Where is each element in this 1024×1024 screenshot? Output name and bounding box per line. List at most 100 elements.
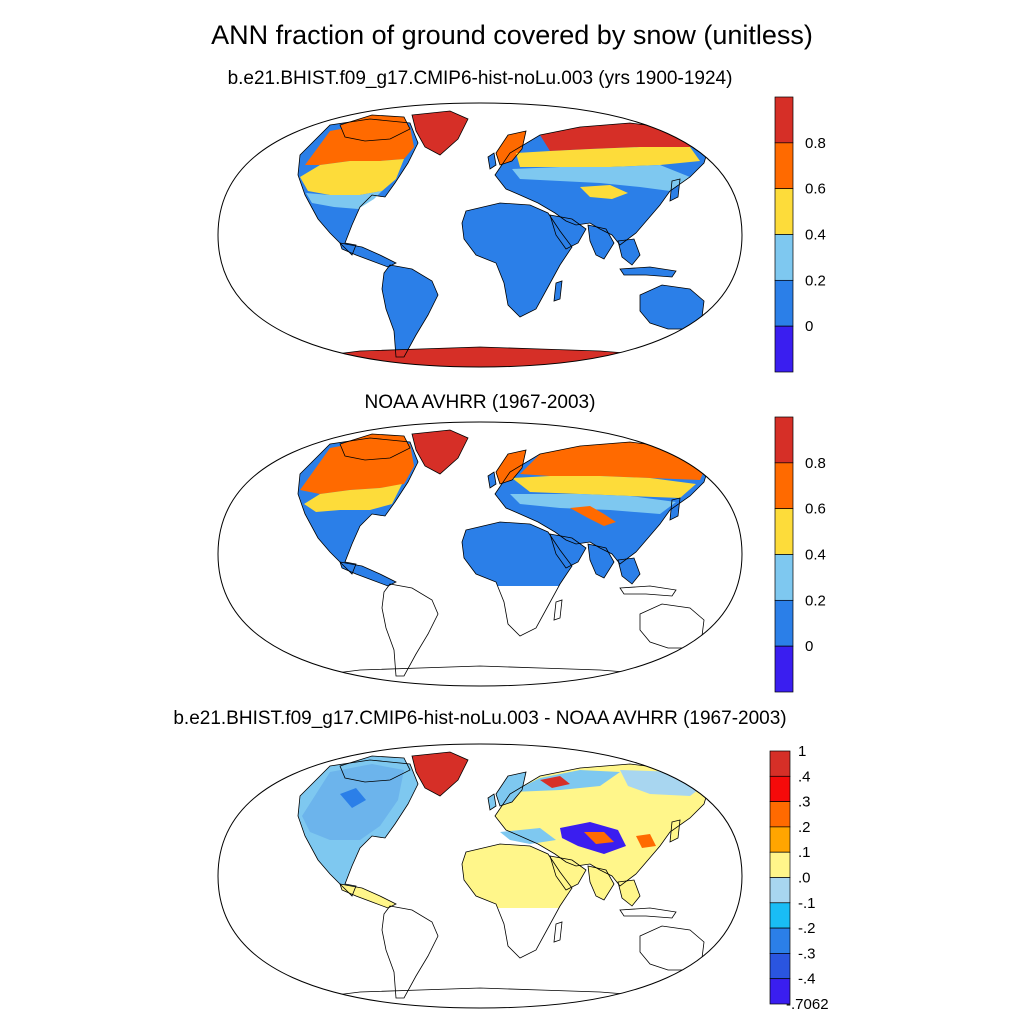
snow-field-4 [540, 776, 570, 788]
panel-3-map [217, 743, 743, 1009]
coastline-madagascar [553, 599, 563, 621]
coastline-scandinavia [495, 771, 527, 807]
coastline-japan [669, 178, 681, 202]
panel-1-map [217, 102, 743, 368]
colorbar-label: .4 [798, 768, 811, 785]
coastline-southAmerica [381, 264, 439, 358]
colorbar-label: 0.6 [805, 181, 826, 198]
colorbar-label: -.3 [798, 945, 816, 962]
colorbar-label: 0.4 [805, 227, 826, 244]
snow-field-1 [300, 159, 404, 195]
panel-3-title: b.e21.BHIST.f09_g17.CMIP6-hist-noLu.003 … [173, 708, 787, 729]
map-content [218, 422, 742, 686]
coastline-scandinavia [495, 130, 527, 166]
coastline-indonesia [619, 266, 677, 278]
snow-field-6 [584, 832, 614, 844]
land-greenland [412, 752, 468, 796]
land-indonesia [620, 267, 676, 277]
figure-title: ANN fraction of ground covered by snow (… [211, 20, 813, 50]
colorbar-swatch [774, 279, 794, 327]
land-seAsia [618, 880, 640, 906]
colorbar-swatch [774, 325, 794, 373]
colorbar-swatch [774, 554, 794, 601]
land-arabia [550, 215, 586, 249]
coastline-northAmerica [297, 437, 419, 575]
land-seAsia [618, 239, 640, 265]
snow-field-4 [510, 494, 676, 514]
colorbar-swatch [769, 801, 791, 828]
colorbar-label: 1 [798, 743, 806, 760]
coastline-canadaArch [339, 114, 411, 142]
colorbar-swatch [774, 234, 794, 281]
coastline-africa [461, 843, 573, 959]
coastline-centralAmerica [339, 883, 397, 909]
coastline-india [587, 865, 615, 901]
coastline-seAsia [617, 557, 641, 585]
map-border [217, 102, 743, 368]
coastline-indonesia [619, 585, 677, 597]
snow-field-6 [580, 185, 628, 199]
coastline-southAmerica [381, 583, 439, 677]
coastline-scandinavia [495, 449, 527, 485]
panel-1-title: b.e21.BHIST.f09_g17.CMIP6-hist-noLu.003 … [227, 68, 733, 89]
colorbar-label: .3 [798, 794, 811, 811]
land-greenland [412, 111, 468, 155]
colorbar-swatch [769, 978, 791, 1005]
colorbar-swatch [769, 877, 791, 904]
land-australia [640, 285, 704, 329]
snow-field-1 [304, 484, 402, 512]
coastline-greenland [411, 751, 469, 797]
land-arabia [550, 856, 586, 890]
coastline-greenland [411, 110, 469, 156]
colorbar-swatch [774, 599, 794, 647]
land-europeAsia [495, 764, 710, 886]
panel-2-colorbar: 0.8 0.6 0.4 0.2 0 [774, 416, 826, 693]
land-japan [670, 820, 680, 842]
land-seAsia [618, 558, 640, 584]
colorbar-label: 0 [805, 318, 813, 335]
coastline-seAsia [617, 879, 641, 907]
coastline-africa [461, 202, 573, 318]
coastline-newZealand [713, 961, 723, 983]
coastline-arabia [549, 855, 587, 891]
no-data-region [218, 908, 742, 1008]
colorbar-label: 0.2 [805, 272, 826, 289]
coastline-britain [487, 471, 497, 489]
colorbar-label: 0 [805, 638, 813, 655]
coastline-newZealand [713, 639, 723, 661]
colorbar-label: 0.8 [805, 135, 826, 152]
land-southAmerica [382, 265, 438, 357]
no-data-region [218, 586, 742, 686]
coastline-europeAsia [494, 763, 711, 887]
coastline-greenland [411, 429, 469, 475]
map-border [217, 743, 743, 1009]
colorbar-swatch [769, 953, 791, 980]
coastline-seAsia [617, 238, 641, 266]
snow-field-4 [516, 147, 700, 167]
coastline-india [587, 224, 615, 260]
snow-field-7 [636, 834, 656, 848]
coastline-centralAmerica [339, 561, 397, 587]
coastline-centralAmerica [339, 242, 397, 268]
colorbar-label: -.2 [798, 920, 816, 937]
colorbar-label: .0 [798, 870, 811, 887]
coastline-india [587, 543, 615, 579]
land-africa [462, 203, 572, 317]
land-britain [488, 794, 496, 810]
coastline-indonesia [619, 907, 677, 919]
map-content [218, 103, 742, 367]
snow-field-0 [305, 123, 414, 165]
coastline-canadaArch [339, 433, 411, 461]
snow-field-5 [512, 165, 690, 191]
coastline-madagascar [553, 280, 563, 302]
colorbar-label: 0.2 [805, 592, 826, 609]
panel-3-colorbar: 1 .4 .3 .2 .1 .0 -.1 -.2 -.3 -.4 -.7062 [769, 743, 829, 1013]
coastline-japan [669, 819, 681, 843]
colorbar-swatch [774, 142, 794, 190]
snow-field-3 [512, 476, 696, 498]
colorbar-swatch [769, 775, 791, 802]
colorbar-swatch [774, 462, 794, 510]
land-arabia [550, 534, 586, 568]
coastline-japan [669, 497, 681, 521]
snow-field-0 [300, 440, 414, 494]
